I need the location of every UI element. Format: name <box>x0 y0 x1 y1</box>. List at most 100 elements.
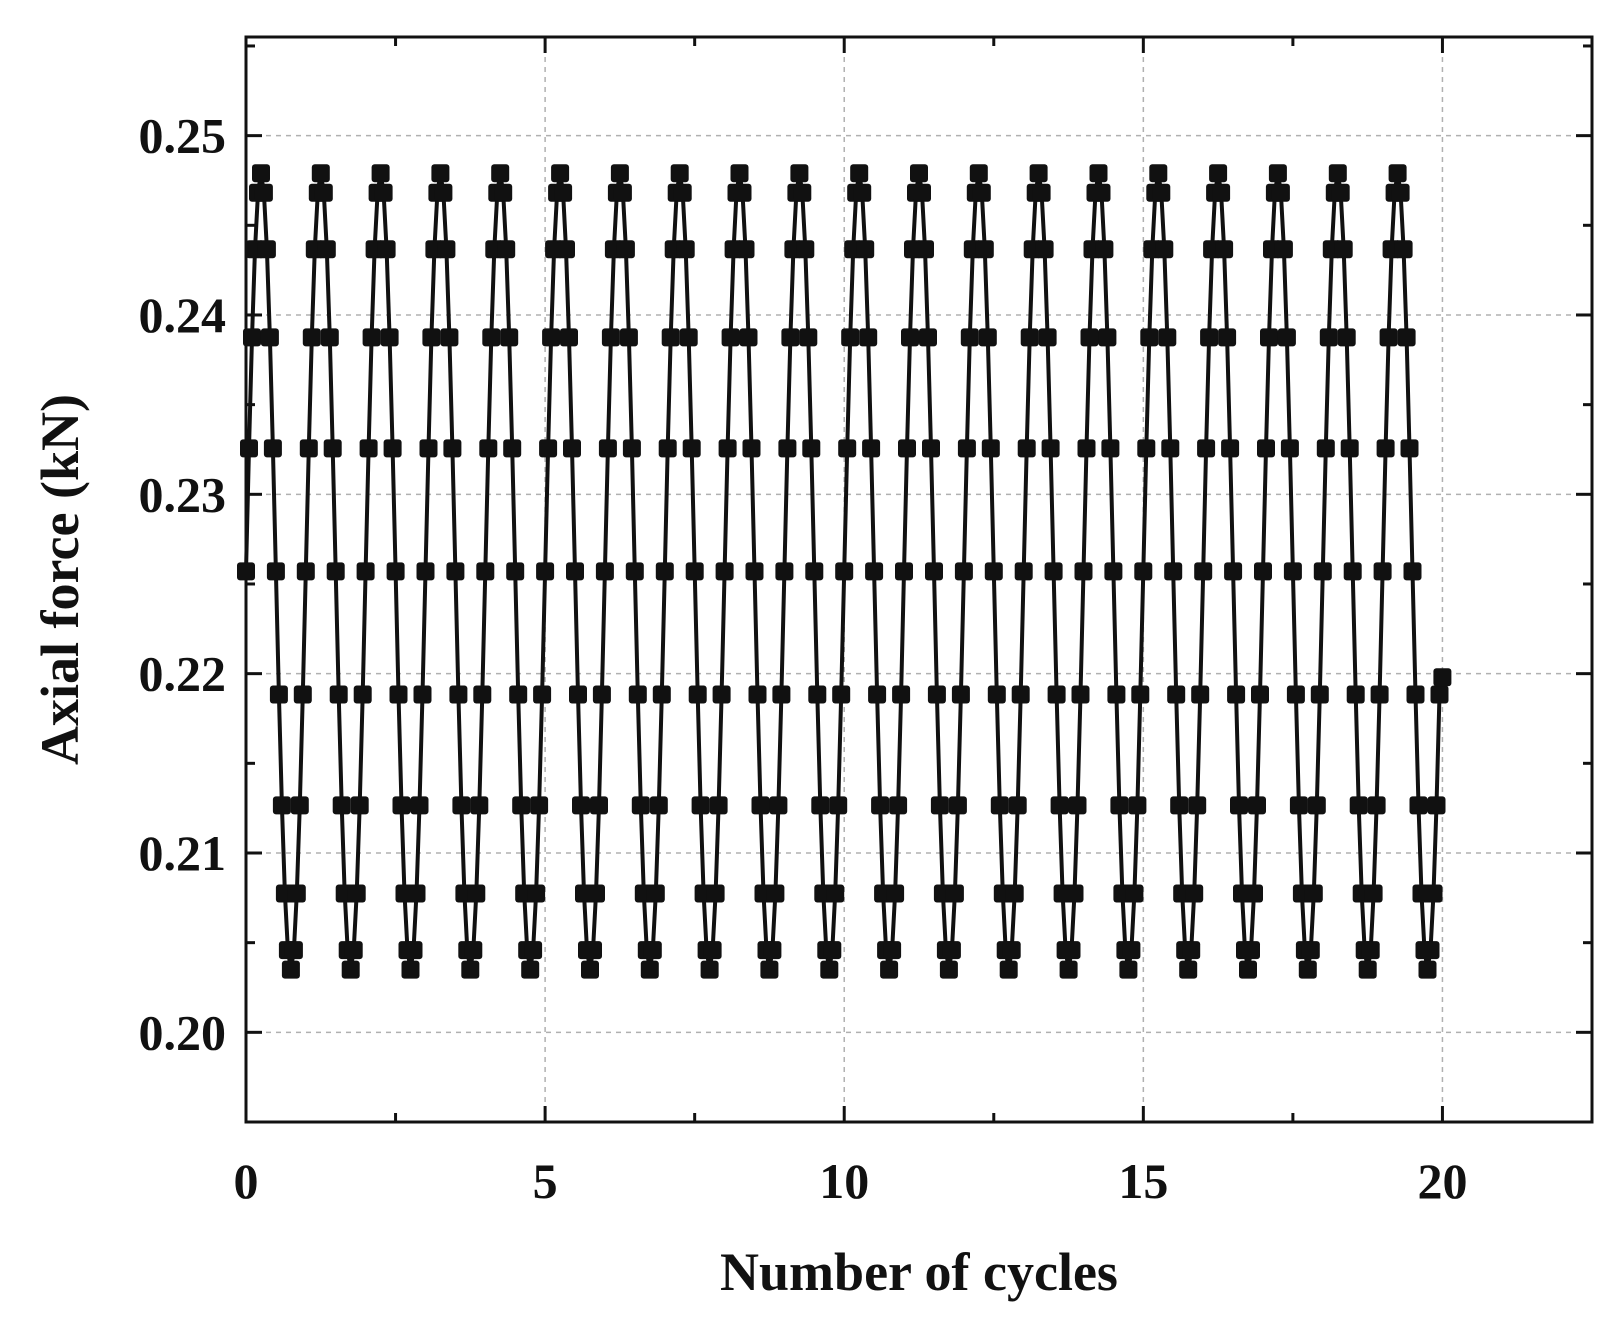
data-point <box>883 941 902 960</box>
data-point <box>984 562 1003 581</box>
data-point <box>1268 164 1287 183</box>
data-point <box>563 439 581 458</box>
data-point <box>500 328 519 347</box>
data-point <box>808 685 827 704</box>
data-point <box>871 796 890 815</box>
data-point <box>760 960 779 979</box>
data-point <box>981 439 1000 458</box>
data-point <box>826 884 845 903</box>
data-point <box>1286 685 1305 704</box>
y-tick-label: 0.21 <box>139 825 227 881</box>
data-point <box>263 439 282 458</box>
data-point <box>649 796 668 815</box>
data-point <box>616 240 635 259</box>
data-point <box>793 183 812 202</box>
data-point <box>592 685 611 704</box>
data-point <box>530 796 549 815</box>
data-point <box>676 240 695 259</box>
data-point <box>721 328 740 347</box>
data-point <box>512 796 531 815</box>
data-point <box>613 183 632 202</box>
data-point <box>736 240 755 259</box>
data-point <box>1008 796 1027 815</box>
data-point <box>1242 941 1260 960</box>
axis-ticks <box>244 37 1594 1122</box>
data-point <box>868 685 887 704</box>
data-point <box>1122 941 1141 960</box>
data-point <box>1227 685 1246 704</box>
data-point <box>509 685 528 704</box>
data-point <box>972 183 991 202</box>
data-point <box>350 796 369 815</box>
data-point <box>1394 240 1413 259</box>
data-point <box>422 328 441 347</box>
data-point <box>1200 328 1219 347</box>
data-point <box>850 164 869 183</box>
data-point <box>314 183 333 202</box>
data-point <box>811 796 830 815</box>
data-point <box>287 884 306 903</box>
data-point <box>1221 439 1240 458</box>
data-point <box>1080 328 1099 347</box>
data-point <box>1170 796 1189 815</box>
data-point <box>1319 328 1338 347</box>
data-point <box>1301 941 1320 960</box>
data-point <box>1388 164 1407 183</box>
data-point <box>766 884 785 903</box>
data-point <box>1062 941 1081 960</box>
data-point <box>407 884 426 903</box>
x-tick-labels: 0 5 10 15 20 <box>234 1153 1468 1209</box>
data-point <box>775 562 794 581</box>
data-point <box>1011 685 1030 704</box>
data-point <box>1277 328 1296 347</box>
data-point <box>1002 941 1021 960</box>
data-point <box>326 562 345 581</box>
data-point <box>1400 439 1419 458</box>
data-point <box>1298 960 1317 979</box>
data-point <box>1140 328 1159 347</box>
data-point <box>805 562 824 581</box>
data-point <box>1197 439 1216 458</box>
data-point <box>419 439 438 458</box>
data-point <box>922 439 940 458</box>
data-point <box>359 439 378 458</box>
data-point <box>1403 562 1422 581</box>
data-point <box>1373 562 1392 581</box>
data-point <box>1316 439 1335 458</box>
data-point <box>655 562 674 581</box>
data-point <box>1340 439 1359 458</box>
data-point <box>939 960 958 979</box>
data-point <box>1376 439 1395 458</box>
data-point <box>1361 941 1380 960</box>
data-point <box>1194 562 1213 581</box>
data-point <box>1248 796 1266 815</box>
data-point <box>1343 562 1362 581</box>
data-point <box>1283 562 1302 581</box>
data-point <box>1077 439 1096 458</box>
data-point <box>1188 796 1207 815</box>
data-point <box>389 685 408 704</box>
data-point <box>1313 562 1332 581</box>
data-point <box>281 960 300 979</box>
data-point <box>1125 884 1144 903</box>
data-point <box>293 685 312 704</box>
data-point <box>829 796 848 815</box>
data-point <box>772 685 791 704</box>
data-point <box>718 439 737 458</box>
data-point <box>1307 796 1326 815</box>
data-point <box>658 439 677 458</box>
data-point <box>1328 164 1347 183</box>
data-point <box>901 328 919 347</box>
data-point <box>252 164 270 183</box>
data-point <box>1337 328 1356 347</box>
data-point <box>1029 164 1048 183</box>
data-point <box>1068 796 1087 815</box>
x-tick-label: 0 <box>234 1153 259 1209</box>
data-point <box>284 941 303 960</box>
data-point <box>892 685 911 704</box>
data-point <box>1104 562 1123 581</box>
data-point <box>685 562 704 581</box>
data-point <box>1370 685 1389 704</box>
data-point <box>703 941 722 960</box>
